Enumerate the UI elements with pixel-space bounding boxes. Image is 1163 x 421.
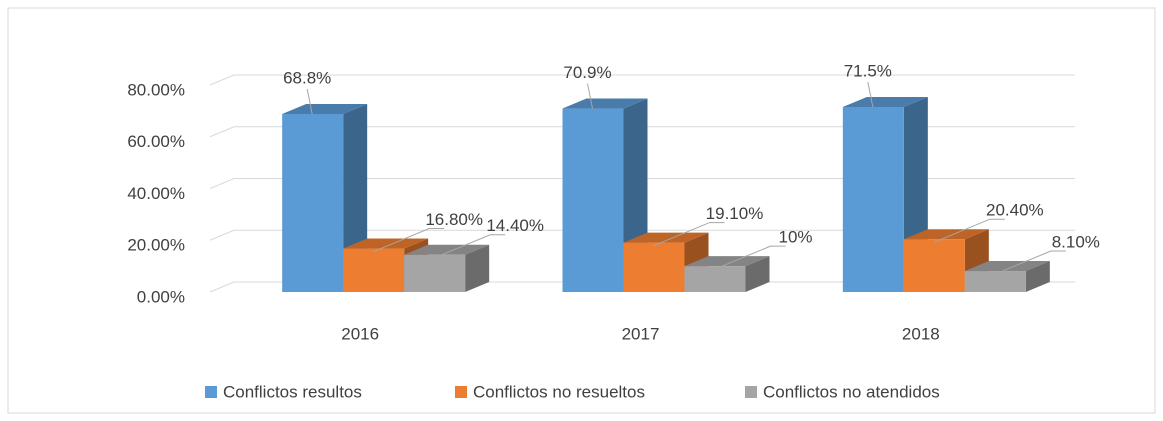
y-tick-label: 40.00% xyxy=(127,184,185,203)
grid-line xyxy=(209,229,1075,241)
bar xyxy=(623,242,685,292)
legend-swatch xyxy=(205,386,217,398)
leader-line xyxy=(867,81,874,108)
leader-line xyxy=(373,228,445,252)
bar xyxy=(562,108,624,292)
bar-top xyxy=(282,103,368,114)
data-label: 70.9% xyxy=(563,63,611,82)
bar-side xyxy=(1025,261,1050,292)
leader-line xyxy=(434,234,506,259)
grid-line xyxy=(209,74,1075,86)
bar-side xyxy=(465,244,490,292)
y-tick-label: 0.00% xyxy=(137,287,185,306)
data-label: 20.40% xyxy=(986,201,1044,220)
leader-line xyxy=(587,83,593,109)
bar xyxy=(404,254,466,292)
bar xyxy=(842,106,904,293)
bar xyxy=(964,271,1026,292)
grid-line xyxy=(209,281,1075,293)
bar-side xyxy=(745,256,770,292)
x-tick-label: 2016 xyxy=(341,324,379,343)
y-tick-label: 60.00% xyxy=(127,132,185,151)
legend-label: Conflictos no atendidos xyxy=(763,382,940,401)
bar xyxy=(343,248,405,292)
data-label: 68.8% xyxy=(283,68,331,87)
legend-label: Conflictos no resueltos xyxy=(473,382,645,401)
data-label: 8.10% xyxy=(1052,233,1100,252)
leader-line xyxy=(653,222,725,247)
bar-top xyxy=(903,229,989,240)
x-tick-label: 2017 xyxy=(622,324,660,343)
x-tick-label: 2018 xyxy=(902,324,940,343)
leader-line xyxy=(995,250,1066,275)
grid-line xyxy=(209,178,1075,189)
leader-line xyxy=(714,245,786,270)
data-label: 14.40% xyxy=(486,216,544,235)
legend-swatch xyxy=(455,386,467,398)
bar-top xyxy=(623,232,709,243)
leader-line xyxy=(934,218,1005,243)
y-tick-label: 80.00% xyxy=(127,80,185,99)
bar-top xyxy=(684,256,770,267)
bar-top xyxy=(343,238,429,249)
data-label: 71.5% xyxy=(844,61,892,80)
data-label: 16.80% xyxy=(425,210,483,229)
bar xyxy=(282,113,344,292)
bar-top xyxy=(964,261,1050,272)
bar-top xyxy=(404,244,490,255)
leader-line xyxy=(306,88,313,115)
legend-swatch xyxy=(745,386,757,398)
grid-line xyxy=(209,126,1075,138)
data-label: 10% xyxy=(778,228,812,247)
data-label: 19.10% xyxy=(706,204,764,223)
legend-label: Conflictos resultos xyxy=(223,382,362,401)
bar xyxy=(903,239,965,292)
bar-top xyxy=(842,96,928,107)
bar-top xyxy=(562,98,648,109)
bar xyxy=(684,266,746,292)
y-tick-label: 20.00% xyxy=(127,236,185,255)
